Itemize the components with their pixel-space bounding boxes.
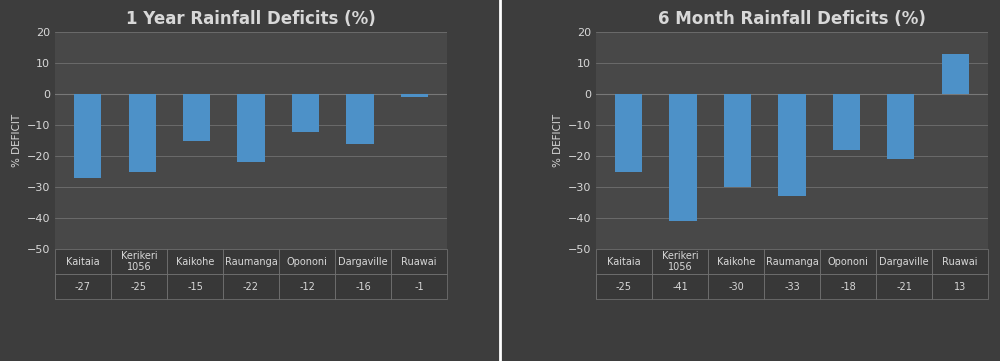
Bar	[615, 94, 642, 172]
Bar	[724, 94, 751, 187]
Bar	[237, 94, 265, 162]
Y-axis label: % DEFICIT: % DEFICIT	[553, 114, 563, 168]
Y-axis label: % DEFICIT: % DEFICIT	[12, 114, 22, 168]
Title: 1 Year Rainfall Deficits (%): 1 Year Rainfall Deficits (%)	[126, 10, 376, 28]
Bar	[669, 94, 697, 221]
Bar	[401, 94, 428, 97]
Bar	[887, 94, 914, 159]
Bar	[183, 94, 210, 141]
Bar	[346, 94, 374, 144]
Bar	[129, 94, 156, 172]
Bar	[942, 54, 969, 94]
Bar	[833, 94, 860, 150]
Bar	[778, 94, 806, 196]
Bar	[74, 94, 101, 178]
Bar	[292, 94, 319, 131]
Title: 6 Month Rainfall Deficits (%): 6 Month Rainfall Deficits (%)	[658, 10, 926, 28]
